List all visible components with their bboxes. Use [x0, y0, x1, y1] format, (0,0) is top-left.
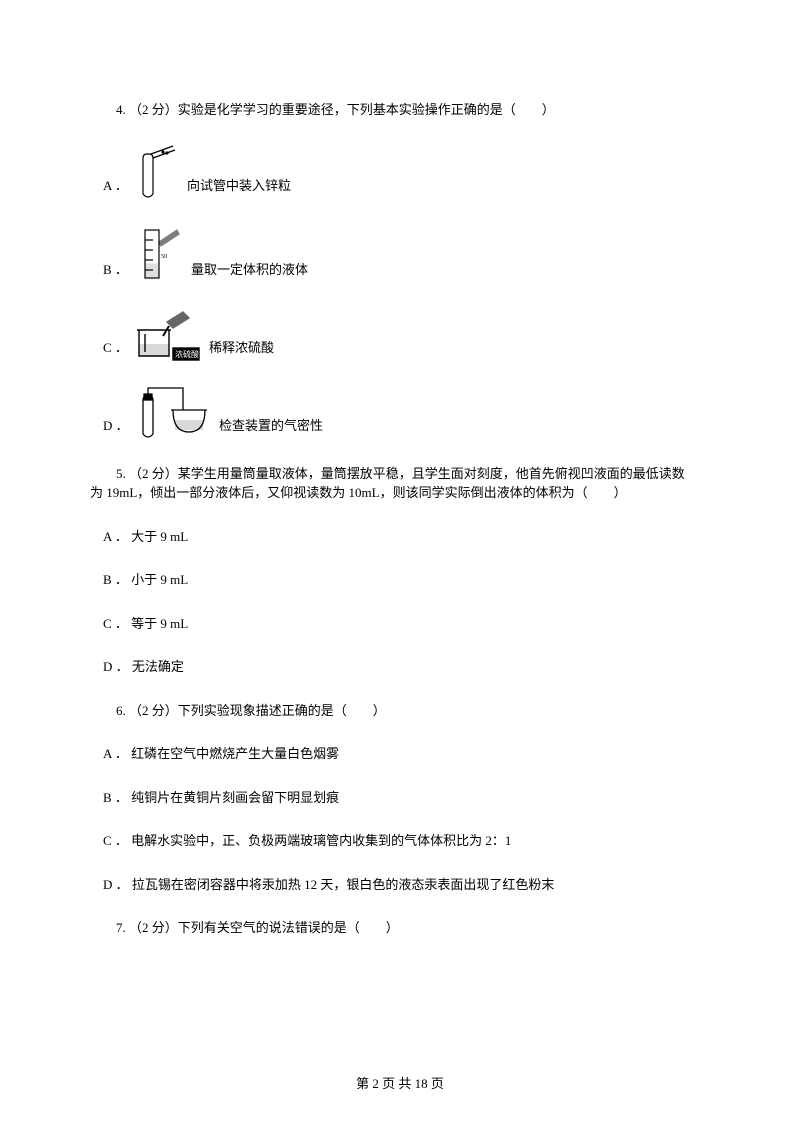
q6-optD-text: 拉瓦锡在密闭容器中将汞加热 12 天，银白色的液态汞表面出现了红色粉末 — [132, 877, 555, 892]
q5-option-c: C ． 等于 9 mL — [90, 614, 710, 634]
q6-optB-text: 纯铜片在黄铜片刻画会留下明显划痕 — [131, 790, 339, 805]
q4-optA-label: A ． — [103, 176, 133, 200]
q4-stem: 4. （2 分）实验是化学学习的重要途径，下列基本实验操作正确的是（ ） — [90, 100, 710, 120]
q6-optC-label: C ． — [103, 833, 128, 848]
q4-option-c: C ． 浓硫酸 稀释浓硫酸 — [90, 308, 710, 362]
q5-optC-text: 等于 9 mL — [131, 616, 188, 631]
q5-optD-text: 无法确定 — [132, 659, 184, 674]
q5-optA-text: 大于 9 mL — [131, 529, 188, 544]
q6-optA-label: A ． — [103, 746, 128, 761]
q6-stem: 6. （2 分）下列实验现象描述正确的是（ ） — [90, 701, 710, 721]
q5-stem-line1: 5. （2 分）某学生用量筒量取液体，量筒摆放平稳，且学生面对刻度，他首先俯视凹… — [90, 464, 710, 484]
q6-optD-label: D ． — [103, 877, 129, 892]
q4-optC-diagram: 浓硫酸 — [133, 308, 203, 362]
q6-option-d: D ． 拉瓦锡在密闭容器中将汞加热 12 天，银白色的液态汞表面出现了红色粉末 — [90, 875, 710, 895]
q5-optC-label: C ． — [103, 616, 128, 631]
q4-optC-label: C ． — [103, 338, 133, 362]
q6-optA-text: 红磷在空气中燃烧产生大量白色烟雾 — [131, 746, 339, 761]
q4-optD-text: 检查装置的气密性 — [213, 416, 323, 440]
q4-option-d: D ． 检查装置的气密性 — [90, 386, 710, 440]
page-footer: 第 2 页 共 18 页 — [0, 1073, 800, 1092]
q4-option-a: A ． 向试管中装入锌粒 — [90, 144, 710, 200]
q4-optD-diagram — [133, 386, 213, 440]
q4-optB-label: B ． — [103, 260, 133, 284]
q4-optD-label: D ． — [103, 416, 133, 440]
q4-optC-text: 稀释浓硫酸 — [203, 338, 274, 362]
svg-text:50: 50 — [161, 254, 167, 260]
q6-optB-label: B ． — [103, 790, 128, 805]
q4-optA-diagram — [133, 144, 181, 200]
q5-optA-label: A ． — [103, 529, 128, 544]
q4-optA-text: 向试管中装入锌粒 — [181, 176, 291, 200]
q6-option-c: C ． 电解水实验中，正、负极两端玻璃管内收集到的气体体积比为 2：1 — [90, 831, 710, 851]
q4-option-b: B ． 50 量取一定体积的液体 — [90, 224, 710, 284]
q5-optB-text: 小于 9 mL — [131, 572, 188, 587]
svg-text:浓硫酸: 浓硫酸 — [175, 349, 199, 359]
q6-option-b: B ． 纯铜片在黄铜片刻画会留下明显划痕 — [90, 788, 710, 808]
q5-optB-label: B ． — [103, 572, 128, 587]
q4-optB-text: 量取一定体积的液体 — [185, 260, 308, 284]
q5-option-a: A ． 大于 9 mL — [90, 527, 710, 547]
q6-optC-text: 电解水实验中，正、负极两端玻璃管内收集到的气体体积比为 2：1 — [131, 833, 511, 848]
q5-option-b: B ． 小于 9 mL — [90, 570, 710, 590]
q5-stem-line2: 为 19mL，倾出一部分液体后，又仰视读数为 10mL，则该同学实际倒出液体的体… — [90, 483, 710, 503]
q7-stem: 7. （2 分）下列有关空气的说法错误的是（ ） — [90, 918, 710, 938]
q6-option-a: A ． 红磷在空气中燃烧产生大量白色烟雾 — [90, 744, 710, 764]
q4-optB-diagram: 50 — [133, 224, 185, 284]
q5-option-d: D ． 无法确定 — [90, 657, 710, 677]
q5-stem: 5. （2 分）某学生用量筒量取液体，量筒摆放平稳，且学生面对刻度，他首先俯视凹… — [90, 464, 710, 503]
q5-optD-label: D ． — [103, 659, 129, 674]
